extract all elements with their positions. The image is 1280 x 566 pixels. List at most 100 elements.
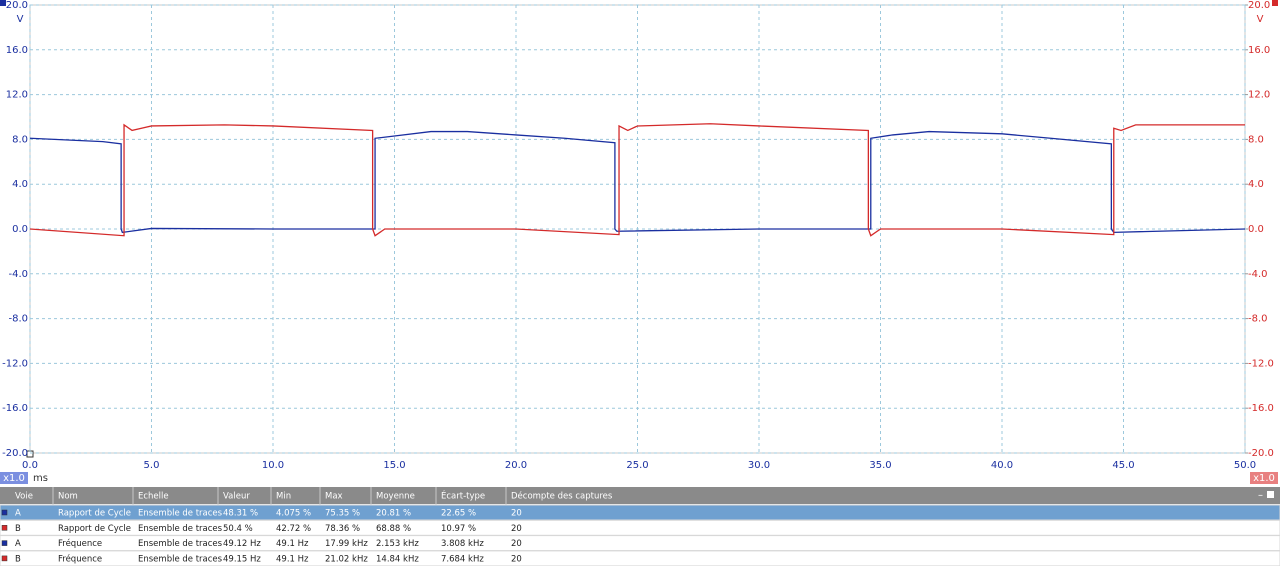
y2-tick-label: 0.0 (1248, 224, 1264, 235)
y-tick-label: 0.0 (12, 224, 28, 235)
cell: 17.99 kHz (325, 539, 368, 549)
cell: 20 (511, 539, 522, 549)
column-header: Décompte des captures (511, 491, 613, 502)
cell: 42.72 % (276, 524, 311, 534)
cell: 49.1 Hz (276, 554, 309, 564)
cell: 20.81 % (376, 509, 411, 519)
cell: Ensemble de traces (138, 524, 223, 534)
cell: Rapport de Cycle (58, 509, 131, 519)
cell: 7.684 kHz (441, 554, 484, 564)
y2-tick-label: 20.0 (1248, 0, 1270, 11)
y2-tick-label: 4.0 (1248, 179, 1264, 190)
cell: Fréquence (58, 538, 102, 549)
column-header: Voie (15, 492, 33, 502)
cell: 49.15 Hz (223, 554, 261, 564)
x-tick-label: 30.0 (748, 460, 770, 471)
y2-tick-label: -12.0 (1248, 358, 1274, 369)
cell: 68.88 % (376, 524, 411, 534)
cell: 4.075 % (276, 509, 311, 519)
scale-label: x1.0 (1253, 473, 1275, 484)
cell: 3.808 kHz (441, 539, 484, 549)
column-header: Min (276, 492, 291, 502)
channel-icon (1, 525, 8, 531)
channel-icon (1, 555, 8, 562)
scale-badge[interactable] (1250, 472, 1278, 484)
y-tick-label: 12.0 (6, 90, 28, 101)
cell: 2.153 kHz (376, 539, 419, 549)
channel-icon (1, 509, 8, 516)
cell: 75.35 % (325, 509, 360, 519)
x-tick-label: 40.0 (991, 460, 1013, 471)
cell: 78.36 % (325, 524, 360, 534)
y2-tick-label: -8.0 (1248, 314, 1268, 325)
cell: B (15, 524, 21, 534)
cell: 22.65 % (441, 509, 476, 519)
table-row[interactable]: B Fréquence Ensemble de traces 49.15 Hz 49.1… (0, 550, 1280, 566)
cell: A (15, 509, 21, 519)
y-tick-label: -4.0 (8, 269, 28, 280)
x-tick-label: 50.0 (1234, 460, 1256, 471)
x-tick-label: 45.0 (1112, 460, 1134, 471)
axis-a-marker (0, 0, 6, 6)
column-header: Valeur (223, 492, 250, 502)
column-header: Moyenne (376, 492, 415, 502)
scale-label: x1.0 (3, 473, 25, 484)
table-header (0, 487, 1280, 504)
column-header: Écart-type (441, 490, 485, 502)
cell: A (15, 539, 21, 549)
x-tick-label: 25.0 (626, 460, 648, 471)
cell: 20 (511, 524, 522, 534)
table-row[interactable]: A Fréquence Ensemble de traces 49.12 Hz 49.1… (0, 535, 1280, 552)
cell: 20 (511, 554, 522, 564)
y-tick-label: 16.0 (6, 45, 28, 56)
cell: 49.12 Hz (223, 539, 261, 549)
y2-tick-label: 16.0 (1248, 45, 1270, 56)
y2-tick-label: 12.0 (1248, 90, 1270, 101)
y-tick-label: -20.0 (2, 448, 28, 459)
cell: Ensemble de traces (138, 554, 223, 564)
column-header: Nom (58, 492, 78, 502)
y-tick-label: 20.0 (6, 0, 28, 11)
cell: Ensemble de traces (138, 509, 223, 519)
table-row[interactable]: A Rapport de Cycle Ensemble de traces 48.31… (0, 504, 1280, 521)
cell: 50.4 % (223, 524, 253, 534)
y2-tick-label: -20.0 (1248, 448, 1274, 459)
cell: B (15, 554, 21, 564)
cell: 48.31 % (223, 509, 258, 519)
x-tick-label: 35.0 (869, 460, 891, 471)
y-tick-label: 4.0 (12, 179, 28, 190)
x-tick-label: 5.0 (144, 460, 160, 471)
table-row[interactable]: B Rapport de Cycle Ensemble de traces 50.4 … (0, 519, 1280, 536)
channel-icon (1, 540, 8, 546)
column-header: Echelle (138, 492, 169, 502)
axis-b-marker (1272, 0, 1278, 6)
y-tick-label: 8.0 (12, 134, 28, 145)
y2-tick-label: -16.0 (1248, 403, 1274, 414)
y2-tick-label: 8.0 (1248, 134, 1264, 145)
cell: Ensemble de traces (138, 539, 223, 549)
cell: 21.02 kHz (325, 554, 368, 564)
x-unit: ms (33, 473, 48, 484)
cell: 10.97 % (441, 524, 476, 534)
scale-badge[interactable] (0, 472, 28, 484)
x-tick-label: 10.0 (262, 460, 284, 471)
minimize-button[interactable]: – (1258, 490, 1263, 501)
x-tick-label: 15.0 (383, 460, 405, 471)
cell: 20 (511, 509, 522, 519)
cell: Fréquence (58, 553, 102, 564)
column-header: Max (325, 492, 343, 502)
x-tick-label: 20.0 (505, 460, 527, 471)
x-tick-label: 0.0 (22, 460, 38, 471)
cell: 14.84 kHz (376, 554, 419, 564)
cell: Rapport de Cycle (58, 524, 131, 534)
cell: 49.1 Hz (276, 539, 309, 549)
y-tick-label: -8.0 (8, 314, 28, 325)
maximize-button[interactable] (1267, 491, 1274, 498)
trace (29, 130, 1246, 234)
y-tick-label: -12.0 (2, 358, 28, 369)
y2-tick-label: -4.0 (1248, 269, 1268, 280)
y2-unit: V (1257, 14, 1264, 25)
trace (29, 123, 1245, 237)
